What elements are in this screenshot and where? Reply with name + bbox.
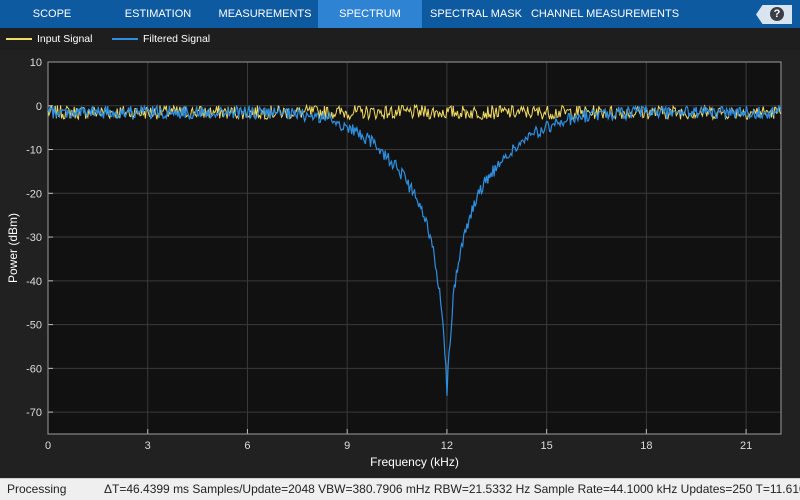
spectrum-plot-area: 0 3 6 9 12 15 18 21 10 0 -10 -20 -30 -40 -50 -60 -70 Freq… [0, 50, 800, 478]
toolstrip-tab-bar: SCOPE ESTIMATION MEASUREMENTS SPECTRUM S… [0, 0, 800, 28]
x-tick-label: 6 [244, 440, 250, 452]
legend-line-input-signal [6, 38, 32, 40]
tab-spectrum[interactable]: SPECTRUM [318, 0, 422, 28]
x-tick-label: 21 [740, 440, 752, 452]
legend-label-filtered-signal: Filtered Signal [143, 33, 211, 45]
x-tick-label: 15 [541, 440, 553, 452]
y-tick-label: -30 [26, 232, 42, 244]
tab-measurements[interactable]: MEASUREMENTS [218, 8, 312, 20]
help-icon: ? [770, 7, 784, 21]
y-tick-label: 10 [30, 57, 42, 69]
status-processing: Processing [7, 482, 67, 496]
legend-item-filtered-signal[interactable]: Filtered Signal [112, 28, 210, 50]
y-tick-label: -50 [26, 320, 42, 332]
y-axis-label: Power (dBm) [6, 213, 20, 283]
status-bar: Processing ΔT=46.4399 ms Samples/Update=… [0, 478, 800, 500]
tab-spectral-mask[interactable]: SPECTRAL MASK [430, 8, 522, 20]
x-tick-label: 3 [145, 440, 151, 452]
x-tick-label: 0 [45, 440, 51, 452]
y-tick-label: -10 [26, 145, 42, 157]
tab-estimation[interactable]: ESTIMATION [124, 8, 192, 20]
plot-background [48, 62, 781, 434]
legend-item-input-signal[interactable]: Input Signal [6, 28, 92, 50]
tab-channel-measurements[interactable]: CHANNEL MEASUREMENTS [530, 8, 680, 20]
spectrum-chart[interactable]: 0 3 6 9 12 15 18 21 10 0 -10 -20 -30 -40 -50 -60 -70 Freq… [0, 50, 800, 478]
y-tick-label: 0 [36, 101, 42, 113]
y-tick-label: -40 [26, 276, 42, 288]
x-tick-label: 18 [640, 440, 652, 452]
y-tick-label: -60 [26, 363, 42, 375]
x-tick-label: 9 [344, 440, 350, 452]
plot-frame [47, 61, 782, 435]
series-line-filtered-signal [47, 104, 782, 396]
help-button[interactable]: ? [756, 5, 792, 24]
legend-line-filtered-signal [112, 38, 138, 40]
y-tick-label: -70 [26, 407, 42, 419]
status-measurements: ΔT=46.4399 ms Samples/Update=2048 VBW=38… [104, 482, 800, 496]
x-tick-label: 12 [441, 440, 453, 452]
tab-scope[interactable]: SCOPE [32, 8, 72, 20]
legend: Input Signal Filtered Signal [0, 28, 800, 50]
y-tick-label: -20 [26, 188, 42, 200]
legend-label-input-signal: Input Signal [37, 33, 93, 45]
x-axis-label: Frequency (kHz) [370, 455, 459, 469]
